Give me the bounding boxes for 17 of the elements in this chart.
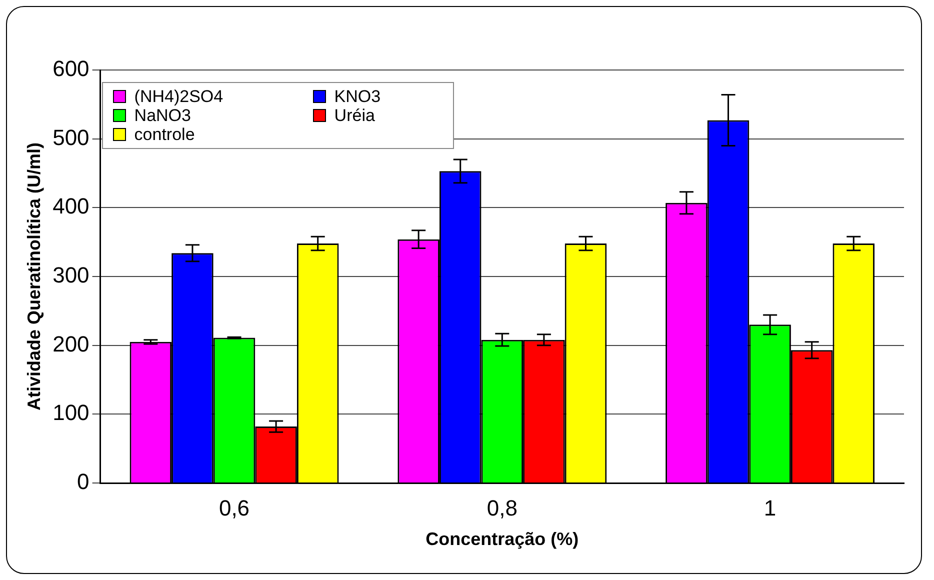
legend-label: NaNO3 bbox=[134, 106, 191, 125]
x-tick-label: 1 bbox=[764, 495, 776, 520]
legend-label: controle bbox=[134, 125, 195, 144]
legend-label: (NH4)2SO4 bbox=[134, 87, 224, 106]
y-axis-title: Atividade Queratinolítica (U/ml) bbox=[24, 142, 44, 411]
y-tick-label: 400 bbox=[52, 194, 90, 219]
y-tick-label: 600 bbox=[52, 56, 90, 82]
legend-label: Uréia bbox=[334, 106, 375, 125]
y-tick-label: 300 bbox=[52, 262, 90, 288]
y-tick-label: 100 bbox=[52, 400, 90, 426]
y-tick-label: 200 bbox=[52, 331, 90, 356]
x-tick-label: 0,8 bbox=[486, 495, 518, 520]
y-tick-label: 0 bbox=[77, 469, 90, 494]
y-tick-label: 500 bbox=[52, 124, 90, 150]
legend-label: KNO3 bbox=[334, 87, 381, 106]
x-axis-title: Concentração (%) bbox=[426, 529, 579, 550]
x-tick-label: 0,6 bbox=[218, 495, 250, 520]
